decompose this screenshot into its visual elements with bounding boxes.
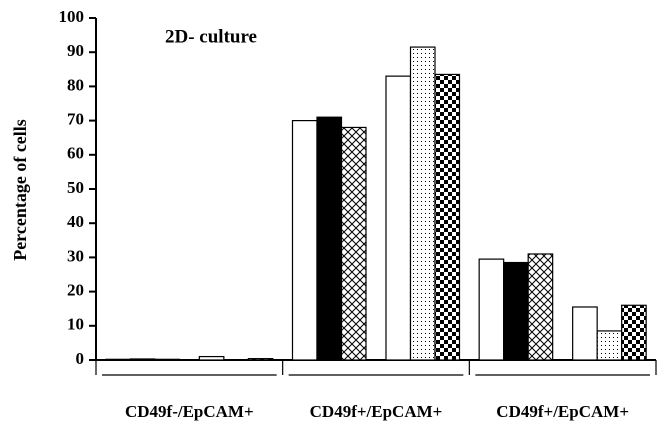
bar <box>316 116 343 361</box>
y-tick-label: 0 <box>76 349 85 368</box>
y-tick-label: 30 <box>67 246 84 265</box>
y-tick-label: 100 <box>59 7 85 26</box>
bar <box>247 358 274 361</box>
bar <box>385 75 412 361</box>
y-tick-label: 80 <box>67 75 84 94</box>
bar <box>478 258 505 361</box>
bar <box>291 119 318 361</box>
y-tick-label: 70 <box>67 110 84 129</box>
bar <box>198 355 225 361</box>
bar <box>596 330 623 361</box>
y-tick-label: 10 <box>67 315 84 334</box>
bar <box>129 358 156 361</box>
x-tick-label: CD49f+/EpCAM+ <box>496 402 629 421</box>
bar <box>105 358 131 361</box>
y-tick-label: 90 <box>67 41 84 60</box>
x-tick-label: CD49f+/EpCAM+ <box>310 402 443 421</box>
y-tick-label: 20 <box>67 281 84 300</box>
bar <box>527 253 554 361</box>
y-tick-label: 40 <box>67 212 84 231</box>
y-tick-label: 50 <box>67 178 84 197</box>
x-tick-label: CD49f-/EpCAM+ <box>125 402 254 421</box>
bar <box>621 304 647 361</box>
y-axis-label: Percentage of cells <box>10 119 30 261</box>
bar <box>503 261 529 361</box>
bar <box>409 46 436 361</box>
bar <box>572 306 598 361</box>
y-tick-label: 60 <box>67 144 84 163</box>
bar <box>154 358 180 361</box>
bar <box>434 73 461 361</box>
bar <box>340 126 367 361</box>
chart-title: 2D- culture <box>165 26 257 47</box>
